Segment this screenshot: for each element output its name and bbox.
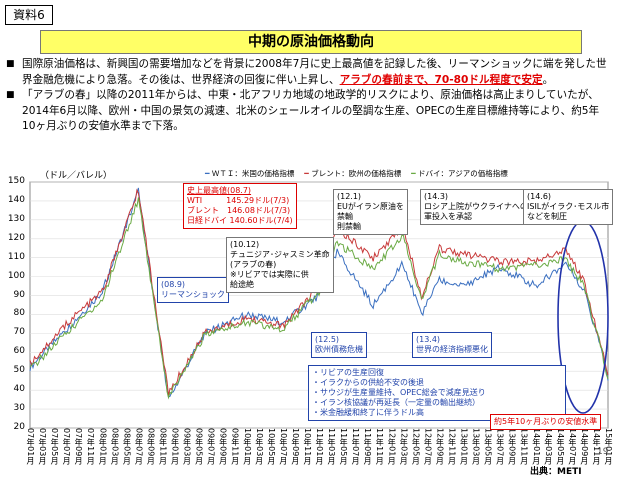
document-tag: 資料6 <box>5 5 53 25</box>
note-arab-spring: (10.12) チュニジア･ジャスミン革命 (アラブの春) ※リビアでは実際に供… <box>226 237 334 293</box>
page-number: 19 <box>597 447 609 457</box>
y-tick-label: 40 <box>13 384 25 395</box>
x-tick-label: 08年05月 <box>122 428 132 465</box>
x-tick-label: 12年11月 <box>447 428 457 465</box>
x-tick-label: 15年01月 <box>604 428 613 465</box>
square-bullet-icon: ■ <box>6 90 15 100</box>
x-tick-label: 12年01月 <box>387 428 397 465</box>
bullet-1-end: 。 <box>542 73 554 86</box>
y-tick-label: 130 <box>7 213 25 224</box>
source: 出典：METI <box>530 467 582 477</box>
x-tick-label: 09年07月 <box>206 428 216 465</box>
x-tick-label: 10年05月 <box>266 428 276 465</box>
bullet-1-text: 国際原油価格は、新興国の需要増加などを背景に2008年7月に史上最高値を記録した… <box>22 58 607 86</box>
x-tick-label: 12年03月 <box>399 428 409 465</box>
y-tick-label: 140 <box>7 194 25 205</box>
x-tick-label: 07年05月 <box>50 428 60 465</box>
y-tick-label: 50 <box>13 365 25 376</box>
note-causes: ・リビアの生産回復 ・イラクからの供給不安の後退 ・サウジが生産量維持、OPEC… <box>308 365 566 421</box>
bullet-1-highlight: アラブの春前まで、70-80ドル程度で安定 <box>339 73 543 86</box>
bullet-2: ■ 「アラブの春」以降の2011年からは、中東・北アフリカ地域の地政学的リスクに… <box>6 88 610 135</box>
bullet-1: ■ 国際原油価格は、新興国の需要増加などを背景に2008年7月に史上最高値を記録… <box>6 57 610 88</box>
x-tick-label: 11年03月 <box>327 428 337 465</box>
x-tick-label: 10年09月 <box>290 428 300 465</box>
y-tick-label: 20 <box>13 422 25 432</box>
y-tick-label: 120 <box>7 232 25 243</box>
x-tick-label: 07年01月 <box>26 428 35 465</box>
note-russia: (14.3) ロシア上院がウクライナへの 軍投入を承認 <box>420 189 532 225</box>
x-tick-label: 08年03月 <box>110 428 120 465</box>
bullet-2-text: 「アラブの春」以降の2011年からは、中東・北アフリカ地域の地政学的リスクにより… <box>22 89 600 132</box>
note-iran: (12.1) EUがイラン原油を 禁輸 則禁輸 <box>333 189 408 235</box>
legend-brent: ブレント：欧州の価格指標 <box>311 169 402 178</box>
legend-dubai: ドバイ：アジアの価格指標 <box>418 169 508 178</box>
x-tick-label: 10年01月 <box>242 428 252 465</box>
x-tick-label: 09年03月 <box>182 428 192 465</box>
x-tick-label: 13年11月 <box>519 428 529 465</box>
x-tick-label: 11年09月 <box>363 428 373 465</box>
y-tick-label: 150 <box>7 176 25 186</box>
note-peak: 史上最高値(08.7) WTI 145.29ドル(7/3) ブレント 146.0… <box>183 183 297 229</box>
x-tick-label: 08年09月 <box>146 428 156 465</box>
x-tick-label: 08年01月 <box>98 428 108 465</box>
x-tick-label: 13年05月 <box>483 428 493 465</box>
x-tick-label: 14年07月 <box>567 428 577 465</box>
x-tick-label: 10年11月 <box>302 428 312 465</box>
x-tick-label: 14年11月 <box>591 428 601 465</box>
y-tick-label: 60 <box>13 346 25 357</box>
x-tick-label: 11年01月 <box>315 428 324 465</box>
x-tick-label: 10年07月 <box>278 428 288 465</box>
note-isil: (14.6) ISILがイラク･モスル市 などを制圧 <box>523 189 614 225</box>
x-tick-label: 07年09月 <box>74 428 84 465</box>
x-tick-label: 13年01月 <box>459 428 469 465</box>
x-tick-label: 09年09月 <box>218 428 228 465</box>
x-tick-label: 10年03月 <box>254 428 264 465</box>
x-tick-label: 07年11月 <box>86 428 96 465</box>
note-econ: (13.4) 世界の経済指標悪化 <box>412 332 492 358</box>
x-tick-label: 12年05月 <box>411 428 421 465</box>
x-tick-label: 13年09月 <box>507 428 517 465</box>
y-tick-label: 80 <box>13 308 25 319</box>
legend: ━ ＷＴＩ：米国の価格指標 ━ ブレント：欧州の価格指標 ━ ドバイ：アジアの価… <box>205 169 508 178</box>
note-lehman: (08.9) リーマンショック <box>157 277 229 303</box>
y-tick-label: 70 <box>13 327 25 338</box>
x-tick-label: 11年07月 <box>351 428 361 465</box>
x-tick-label: 08年07月 <box>134 428 144 465</box>
x-tick-label: 09年01月 <box>170 428 180 465</box>
bullet-list: ■ 国際原油価格は、新興国の需要増加などを背景に2008年7月に史上最高値を記録… <box>6 57 610 135</box>
y-tick-label: 100 <box>7 270 25 281</box>
note-euro: (12.5) 欧州債務危機 <box>311 332 367 358</box>
x-tick-label: 11年11月 <box>375 428 385 465</box>
y-tick-label: 90 <box>13 289 25 300</box>
x-tick-label: 13年07月 <box>495 428 505 465</box>
legend-wti: ＷＴＩ：米国の価格指標 <box>211 169 295 178</box>
x-tick-label: 12年07月 <box>423 428 433 465</box>
x-tick-label: 14年09月 <box>579 428 589 465</box>
x-tick-label: 14年05月 <box>555 428 565 465</box>
x-tick-label: 11年05月 <box>339 428 349 465</box>
page-title: 中期の原油価格動向 <box>40 30 582 54</box>
x-tick-label: 12年09月 <box>435 428 445 465</box>
y-tick-label: 30 <box>13 403 25 414</box>
x-tick-label: 14年01月 <box>531 428 541 465</box>
y-tick-label: 110 <box>7 251 25 262</box>
x-tick-label: 13年03月 <box>471 428 481 465</box>
note-low: 約5年10ヶ月ぶりの安値水準 <box>490 414 602 430</box>
x-tick-label: 09年11月 <box>230 428 240 465</box>
y-axis-unit: （ドル／バレル） <box>40 171 113 181</box>
x-tick-label: 14年03月 <box>543 428 553 465</box>
square-bullet-icon: ■ <box>6 59 15 69</box>
x-tick-label: 08年11月 <box>158 428 168 465</box>
x-tick-label: 07年03月 <box>38 428 48 465</box>
x-tick-label: 09年05月 <box>194 428 204 465</box>
x-tick-label: 07年07月 <box>62 428 72 465</box>
